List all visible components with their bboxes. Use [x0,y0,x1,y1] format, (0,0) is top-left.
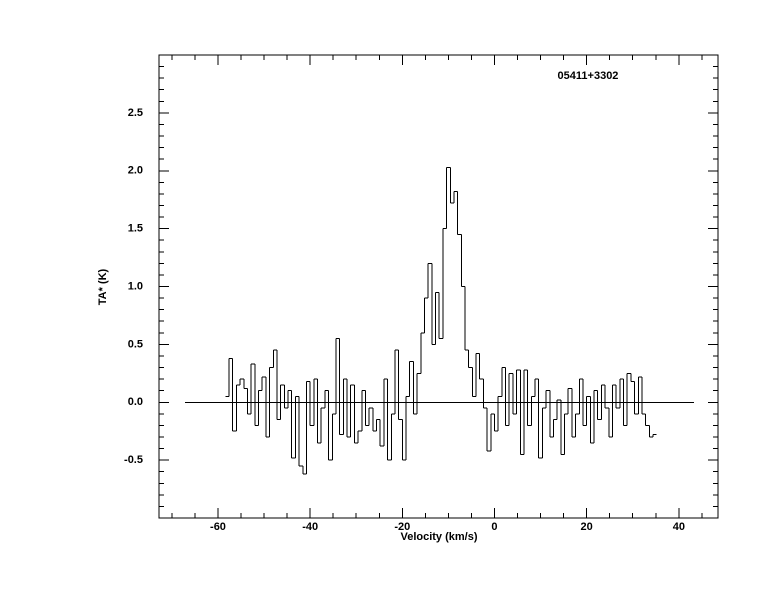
x-axis-label: Velocity (km/s) [400,531,477,543]
y-tick-label: 0.0 [128,396,143,408]
plot-frame [158,54,719,519]
y-tick-label: -0.5 [124,454,143,466]
y-tick-label: 2.5 [128,107,143,119]
y-tick-label: 1.0 [128,280,143,292]
x-tick-label: -60 [210,521,226,533]
x-tick-label: 20 [581,521,593,533]
y-tick-label: 2.0 [128,165,143,177]
y-tick-label: 0.5 [128,338,143,350]
x-tick-label: 0 [491,521,497,533]
annotation: 05411+3302 [558,70,619,82]
x-tick-label: -20 [394,521,410,533]
y-axis-label: TA* (K) [97,268,109,305]
x-tick-label: 40 [673,521,685,533]
y-tick-label: 1.5 [128,223,143,235]
x-tick-label: -40 [302,521,318,533]
